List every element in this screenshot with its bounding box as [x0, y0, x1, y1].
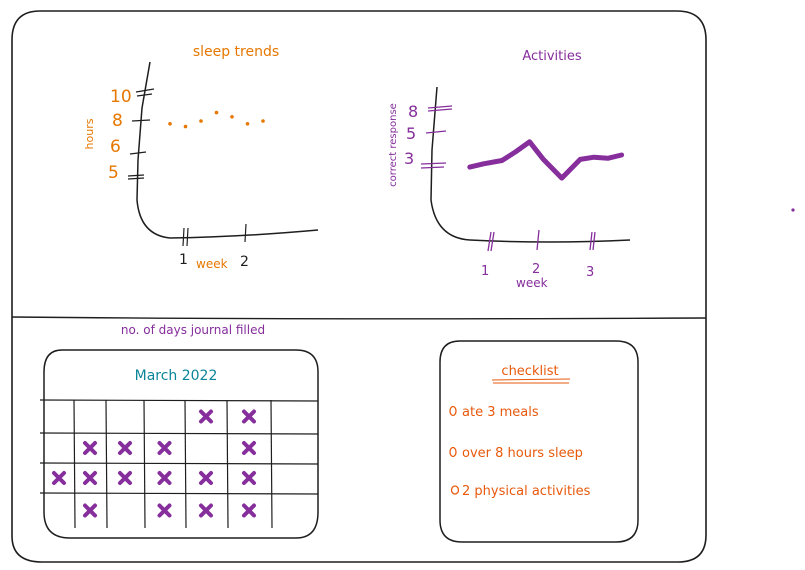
calendar-column-line: [73, 399, 76, 529]
checklist-title-underline: [491, 378, 571, 384]
sleep-ytick-6: [129, 151, 147, 155]
calendar-row-line: [39, 399, 319, 402]
journal-filled-mark: [157, 503, 172, 518]
calendar-column-line: [105, 399, 108, 529]
journal-filled-mark: [83, 503, 97, 518]
sleep-ylabel-10: 10: [110, 87, 132, 107]
activities-xlabel-3: 3: [586, 265, 594, 280]
journal-filled-mark: [157, 471, 172, 485]
activities-ylabel: correct response: [388, 103, 399, 187]
calendar-grid: [39, 399, 319, 529]
sleep-points: [168, 110, 265, 129]
checklist-item-2[interactable]: over 8 hours sleep: [449, 446, 583, 461]
calendar-marks: [52, 409, 256, 518]
checklist-item-3-label: 2 physical activities: [462, 484, 591, 499]
checkbox-1[interactable]: [449, 405, 457, 417]
activities-title: Activities: [522, 49, 582, 64]
sleep-y-axis: [136, 61, 171, 239]
sleep-x-axis: [169, 229, 319, 239]
horizontal-divider: [11, 316, 707, 320]
sleep-xtick-1: [182, 227, 189, 247]
activities-xtick-2: [536, 229, 540, 251]
stray-dot: [791, 208, 795, 212]
journal-filled-mark: [52, 471, 66, 485]
activities-y-axis: [430, 86, 471, 241]
journal-filled-mark: [242, 503, 256, 518]
calendar-row-line: [39, 432, 319, 435]
calendar-card: [43, 349, 319, 539]
sleep-point: [214, 110, 219, 115]
sleep-point: [245, 122, 250, 126]
activities-series-line: [467, 139, 625, 181]
sleep-xlabel: week: [196, 257, 228, 271]
activities-ytick-8: [427, 105, 453, 112]
journal-filled-mark: [157, 441, 172, 455]
journal-filled-mark: [83, 471, 97, 485]
activities-ylabel-5: 5: [406, 124, 416, 143]
sleep-ylabel-5: 5: [108, 163, 119, 183]
checklist-item-1[interactable]: ate 3 meals: [449, 405, 539, 420]
journal-filled-mark: [242, 409, 256, 424]
sleep-ytick-5: [127, 174, 145, 180]
sleep-ylabel-6: 6: [110, 137, 121, 157]
activities-ytick-3: [420, 162, 447, 169]
checkbox-2[interactable]: [449, 446, 457, 458]
sleep-y-ticks: [127, 88, 155, 180]
journal-filled-mark: [242, 441, 256, 455]
sleep-point: [230, 115, 234, 119]
activities-xlabel-2: 2: [532, 262, 540, 277]
journal-filled-mark: [118, 441, 132, 455]
sleep-ytick-8: [131, 119, 151, 122]
activities-x-axis: [469, 239, 631, 243]
checkbox-3[interactable]: [450, 485, 460, 495]
sleep-xlabel-1: 1: [179, 252, 188, 268]
calendar-title: March 2022: [135, 368, 218, 384]
journal-filled-mark: [199, 409, 213, 424]
journal-filled-mark: [118, 471, 132, 485]
sleep-ylabel: hours: [83, 118, 96, 149]
outer-frame: [11, 10, 707, 563]
sleep-point: [261, 119, 265, 123]
activities-xlabel-1: 1: [481, 264, 489, 279]
sleep-ylabel-8: 8: [112, 111, 123, 131]
sleep-point: [199, 119, 203, 123]
activities-xtick-3: [589, 231, 596, 251]
journal-filled-mark: [199, 503, 213, 518]
activities-ylabel-3: 3: [404, 149, 414, 168]
checklist-item-1-label: ate 3 meals: [462, 405, 539, 420]
activities-xlabel: week: [516, 276, 548, 290]
journal-filled-mark: [199, 471, 213, 485]
sleep-point: [168, 122, 172, 126]
sleep-title: sleep trends: [193, 44, 279, 60]
activities-xtick-1: [487, 231, 495, 252]
activities-ytick-5: [425, 130, 447, 134]
checklist-item-2-label: over 8 hours sleep: [462, 446, 583, 461]
sleep-ytick-10: [135, 88, 155, 97]
sleep-point: [183, 124, 188, 129]
journal-filled-mark: [83, 441, 97, 455]
journal-filled-mark: [242, 471, 256, 485]
calendar-row-line: [39, 462, 319, 465]
sleep-xlabel-2: 2: [240, 254, 249, 270]
calendar-row-line: [39, 492, 319, 495]
checklist-title: checklist: [501, 364, 558, 379]
journal-caption: no. of days journal filled: [121, 323, 265, 337]
checklist-card: [439, 340, 639, 543]
activities-ylabel-8: 8: [408, 102, 418, 121]
sleep-xtick-2: [244, 223, 247, 243]
calendar-column-line: [143, 399, 146, 529]
checklist-item-3[interactable]: 2 physical activities: [450, 484, 591, 499]
